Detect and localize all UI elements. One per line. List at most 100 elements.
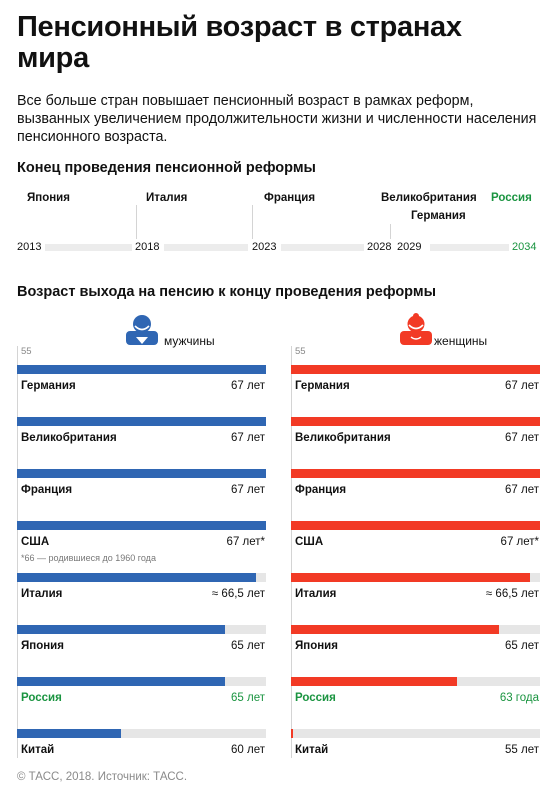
women-bar-chart: 55 Германия 67 лет Великобритания 67 лет Фра… xyxy=(291,346,540,758)
bar-row: Япония 65 лет xyxy=(291,625,540,675)
bar xyxy=(17,417,266,426)
country-label: Германия xyxy=(295,380,350,392)
women-label: женщины xyxy=(434,334,488,348)
axis-line xyxy=(291,346,292,758)
bar xyxy=(291,521,540,530)
value-label: ≈ 66,5 лет xyxy=(485,588,539,600)
timeline-year: 2013 xyxy=(17,241,42,253)
timeline-bar xyxy=(281,244,364,251)
timeline-year: 2029 xyxy=(397,241,422,253)
value-label: 67 лет xyxy=(231,484,265,496)
page-title: Пенсионный возраст в странах мира xyxy=(17,11,462,74)
value-label: 65 лет xyxy=(231,692,265,704)
bar xyxy=(291,677,457,686)
timeline-tick xyxy=(390,224,391,239)
bar xyxy=(291,625,499,634)
timeline-year: 2023 xyxy=(252,241,277,253)
value-label: 67 лет xyxy=(231,380,265,392)
bar xyxy=(17,521,266,530)
bar xyxy=(17,625,225,634)
bar xyxy=(291,469,540,478)
bar xyxy=(17,729,121,738)
bar-row: Германия 67 лет xyxy=(17,365,266,415)
source-credit: © ТАСС, 2018. Источник: ТАСС. xyxy=(17,771,188,783)
value-label: 63 года xyxy=(499,692,539,704)
chart-title: Возраст выхода на пенсию к концу проведе… xyxy=(17,284,436,300)
men-bar-chart: 55 Германия 67 лет Великобритания 67 лет Фра… xyxy=(17,346,266,758)
country-label: Китай xyxy=(21,744,55,756)
timeline-year: 2034 xyxy=(512,241,537,253)
value-label: 55 лет xyxy=(505,744,539,756)
footnote: *66 — родившиеся до 1960 года xyxy=(21,553,156,563)
timeline-bar xyxy=(430,244,509,251)
woman-icon xyxy=(400,313,432,345)
country-label: Россия xyxy=(295,692,336,704)
timeline-bar xyxy=(164,244,248,251)
country-label: Китай xyxy=(295,744,329,756)
lead-paragraph: Все больше стран повышает пенсионный воз… xyxy=(17,93,537,145)
country-label: Япония xyxy=(295,640,338,652)
country-label: США xyxy=(21,536,50,548)
country-label: Россия xyxy=(21,692,62,704)
timeline-country: Япония xyxy=(27,192,70,204)
axis-min-label: 55 xyxy=(295,346,306,357)
axis-min-label: 55 xyxy=(21,346,32,357)
bar-row: США 67 лет* xyxy=(291,521,540,571)
bar xyxy=(291,573,530,582)
timeline-year: 2018 xyxy=(135,241,160,253)
country-label: Япония xyxy=(21,640,64,652)
value-label: 67 лет* xyxy=(226,536,265,548)
man-icon xyxy=(126,315,158,345)
bar xyxy=(291,365,540,374)
bar xyxy=(17,365,266,374)
value-label: 67 лет xyxy=(505,432,539,444)
bar-row: Германия 67 лет xyxy=(291,365,540,415)
value-label: 65 лет xyxy=(505,640,539,652)
bar-row: Франция 67 лет xyxy=(291,469,540,519)
value-label: 67 лет xyxy=(231,432,265,444)
axis-line xyxy=(17,346,18,758)
value-label: 67 лет* xyxy=(500,536,539,548)
timeline-country: Россия xyxy=(491,192,532,204)
bar-row: Китай 60 лет xyxy=(17,729,266,779)
country-label: Германия xyxy=(21,380,76,392)
bar-row: Япония 65 лет xyxy=(17,625,266,675)
bar xyxy=(17,677,225,686)
bar-track xyxy=(291,729,540,738)
bar xyxy=(17,469,266,478)
country-label: США xyxy=(295,536,324,548)
country-label: Великобритания xyxy=(295,432,391,444)
timeline-country: Великобритания xyxy=(381,192,477,204)
timeline-tick xyxy=(136,205,137,239)
value-label: 60 лет xyxy=(231,744,265,756)
country-label: Великобритания xyxy=(21,432,117,444)
country-label: Франция xyxy=(21,484,73,496)
bar-row: Великобритания 67 лет xyxy=(291,417,540,467)
value-label: 67 лет xyxy=(505,380,539,392)
bar-row: Россия 63 года xyxy=(291,677,540,727)
country-label: Италия xyxy=(295,588,337,600)
bar-row: Италия ≈ 66,5 лет xyxy=(17,573,266,623)
bar xyxy=(17,573,256,582)
bar-row: Италия ≈ 66,5 лет xyxy=(291,573,540,623)
bar-row: Франция 67 лет xyxy=(17,469,266,519)
men-label: мужчины xyxy=(164,334,215,348)
value-label: ≈ 66,5 лет xyxy=(211,588,265,600)
value-label: 67 лет xyxy=(505,484,539,496)
bar-row: Китай 55 лет xyxy=(291,729,540,779)
timeline-country: Франция xyxy=(264,192,316,204)
bar-row: Россия 65 лет xyxy=(17,677,266,727)
timeline-bar xyxy=(45,244,132,251)
timeline-heading: Конец проведения пенсионной реформы xyxy=(17,160,316,176)
country-label: Италия xyxy=(21,588,63,600)
bar xyxy=(291,729,293,738)
timeline-country: Италия xyxy=(146,192,188,204)
timeline-tick xyxy=(252,205,253,239)
bar-row: США 67 лет* *66 — родившиеся до 1960 года xyxy=(17,521,266,571)
timeline-year: 2028 xyxy=(367,241,392,253)
bar-track xyxy=(17,729,266,738)
timeline-country: Германия xyxy=(411,210,466,222)
country-label: Франция xyxy=(295,484,347,496)
value-label: 65 лет xyxy=(231,640,265,652)
bar xyxy=(291,417,540,426)
